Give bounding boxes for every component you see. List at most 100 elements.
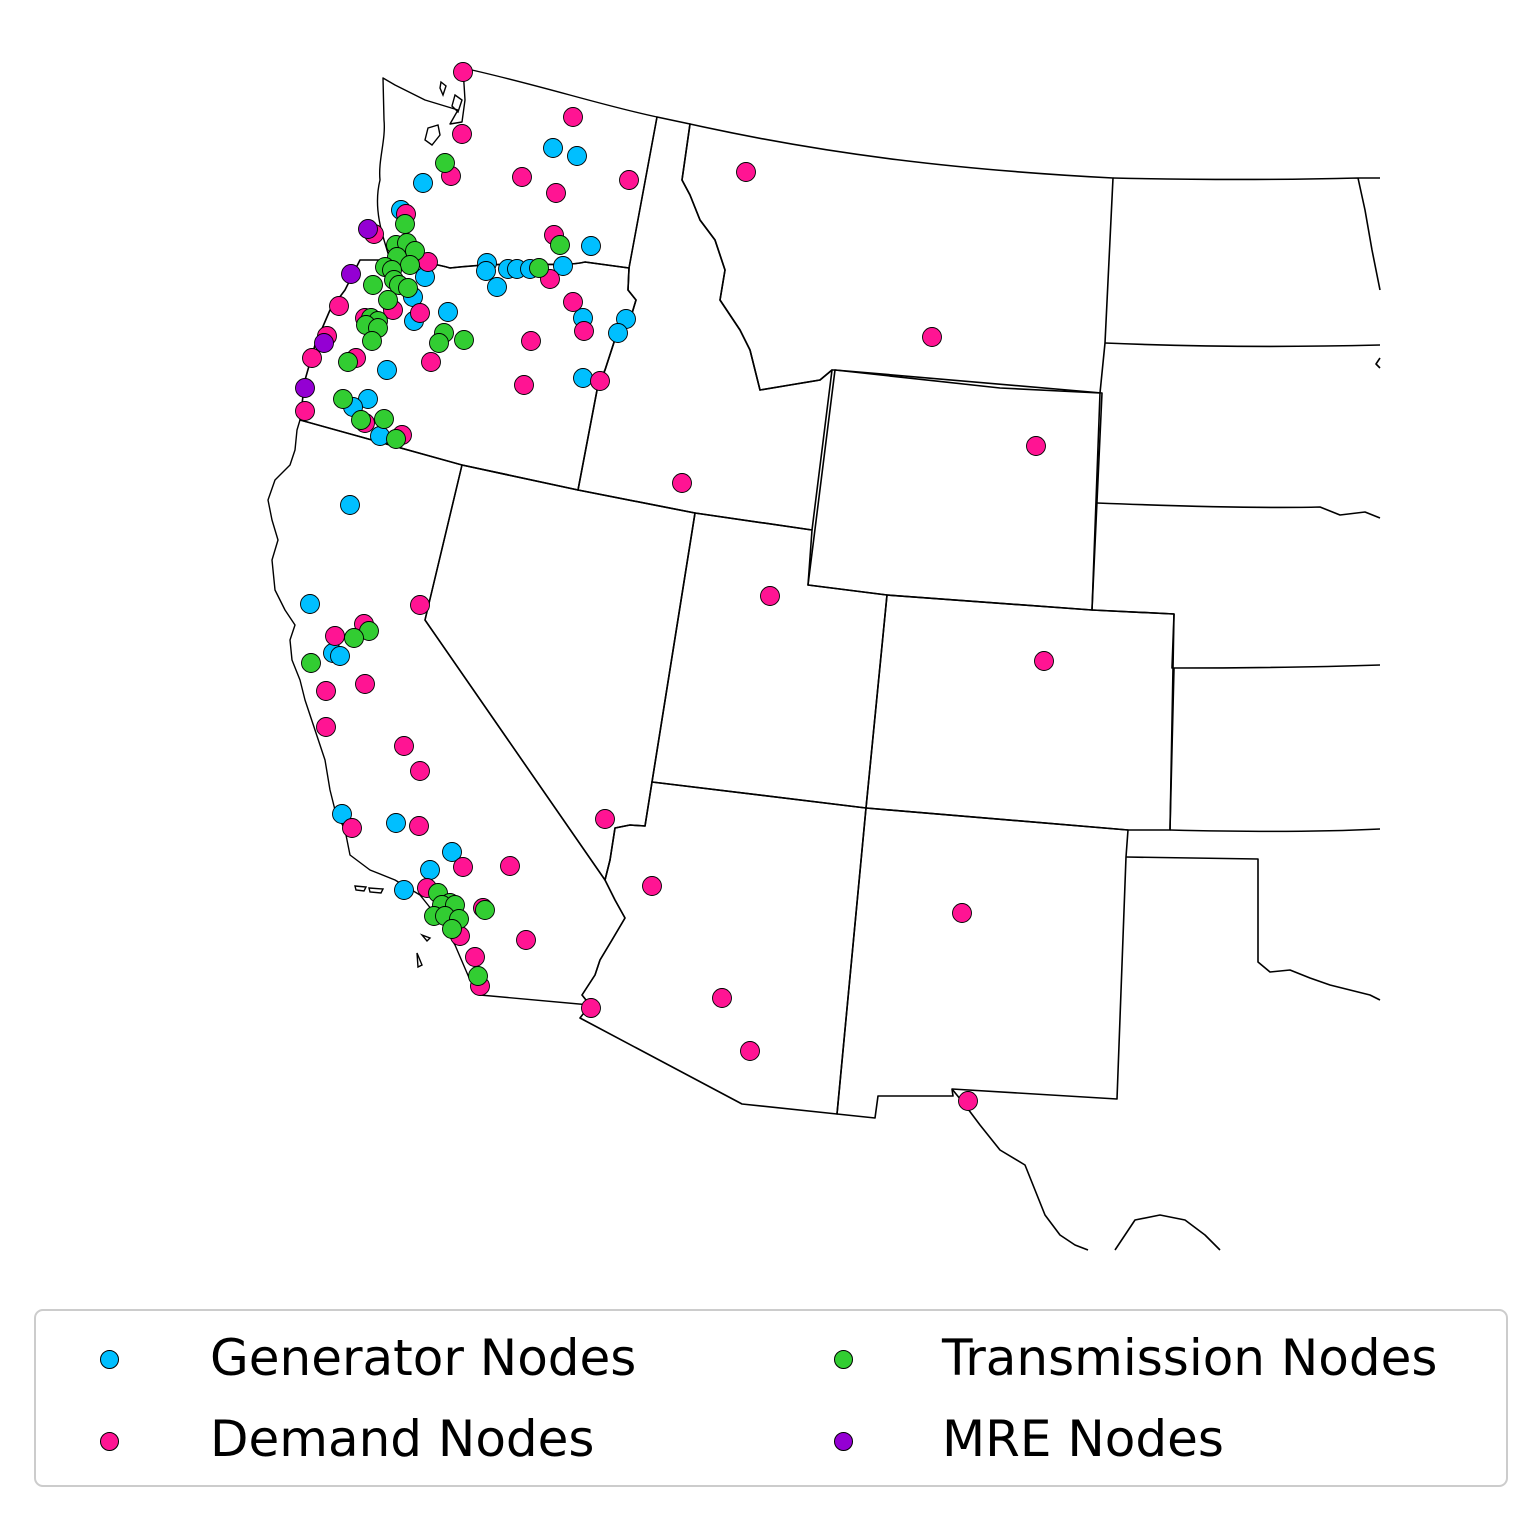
demand-node: [619, 170, 639, 190]
demand-node: [410, 303, 430, 323]
transmission-node: [363, 275, 383, 295]
demand-node: [760, 586, 780, 606]
demand-node: [452, 124, 472, 144]
demand-node: [329, 296, 349, 316]
generator-node: [573, 368, 593, 388]
demand-node: [500, 856, 520, 876]
transmission-node: [351, 410, 371, 430]
new-mexico-border: [836, 807, 1129, 1119]
puget-island: [451, 93, 463, 114]
demand-node: [316, 681, 336, 701]
transmission-node: [475, 900, 495, 920]
generator-node: [438, 302, 458, 322]
transmission-node: [338, 352, 358, 372]
legend-label-transmission: Transmission Nodes: [942, 1329, 1438, 1387]
demand-node: [736, 162, 756, 182]
demand-node: [302, 348, 322, 368]
demand-node: [325, 626, 345, 646]
demand-node: [453, 62, 473, 82]
puget-island: [439, 80, 447, 97]
nevada-border: [424, 464, 696, 881]
demand-node: [712, 988, 732, 1008]
demand-node: [595, 809, 615, 829]
transmission-node: [435, 153, 455, 173]
generator-node: [476, 261, 496, 281]
generator-node: [394, 880, 414, 900]
generator-node: [442, 842, 462, 862]
legend-label-generator: Generator Nodes: [210, 1329, 637, 1387]
transmission-node: [395, 214, 415, 234]
demand-node: [521, 331, 541, 351]
demand-node: [394, 736, 414, 756]
demand-node: [581, 998, 601, 1018]
demand-node: [952, 903, 972, 923]
demand-node: [410, 761, 430, 781]
oklahoma-texas-border: [1125, 856, 1381, 1001]
nodes-layer: [295, 62, 1054, 1111]
channel-island: [416, 952, 423, 969]
generator-node: [386, 813, 406, 833]
transmission-node: [442, 919, 462, 939]
generator-node: [332, 804, 352, 824]
mre-marker-icon: [834, 1432, 853, 1451]
generator-node: [300, 594, 320, 614]
mre-node: [341, 264, 361, 284]
legend-label-mre: MRE Nodes: [942, 1410, 1224, 1468]
south-dakota-border: [1091, 357, 1381, 611]
transmission-node: [550, 235, 570, 255]
texas-mexico-border: [951, 1088, 1221, 1251]
demand-node: [563, 292, 583, 312]
generator-node: [377, 360, 397, 380]
demand-node: [355, 674, 375, 694]
transmission-node: [362, 331, 382, 351]
demand-node: [1026, 436, 1046, 456]
arizona-border: [579, 781, 867, 1115]
transmission-marker-icon: [834, 1350, 853, 1369]
channel-island: [368, 887, 385, 894]
generator-marker-icon: [100, 1350, 119, 1369]
demand-node: [642, 876, 662, 896]
mre-node: [358, 219, 378, 239]
generator-node: [340, 495, 360, 515]
nebraska-border: [1091, 609, 1381, 831]
colorado-border: [865, 594, 1175, 831]
transmission-node: [378, 290, 398, 310]
demand-node: [342, 818, 362, 838]
legend-label-demand: Demand Nodes: [210, 1410, 595, 1468]
transmission-node: [333, 389, 353, 409]
demand-node: [958, 1091, 978, 1111]
puget-island: [424, 124, 441, 146]
demand-node: [512, 167, 532, 187]
demand-node: [546, 183, 566, 203]
transmission-node: [454, 330, 474, 350]
washington-border: [376, 67, 658, 269]
transmission-node: [301, 653, 321, 673]
north-dakota-border: [1104, 177, 1381, 348]
demand-marker-icon: [100, 1432, 119, 1451]
mre-node: [295, 378, 315, 398]
generator-node: [487, 277, 507, 297]
generator-node: [608, 323, 628, 343]
channel-island: [354, 885, 368, 892]
demand-node: [1034, 651, 1054, 671]
demand-node: [563, 107, 583, 127]
demand-node: [922, 327, 942, 347]
demand-node: [453, 857, 473, 877]
demand-node: [672, 473, 692, 493]
kansas-border: [1169, 828, 1381, 833]
generator-node: [420, 860, 440, 880]
demand-node: [410, 595, 430, 615]
utah-border: [651, 512, 888, 809]
transmission-node: [429, 333, 449, 353]
legend: Generator Nodes Transmission Nodes Deman…: [34, 1309, 1508, 1487]
wyoming-border: [807, 369, 1103, 611]
generator-node: [581, 236, 601, 256]
transmission-node: [374, 409, 394, 429]
transmission-node: [344, 628, 364, 648]
transmission-node: [398, 278, 418, 298]
generator-node: [553, 256, 573, 276]
transmission-node: [529, 258, 549, 278]
demand-node: [740, 1041, 760, 1061]
transmission-node: [468, 966, 488, 986]
state-borders: [267, 67, 1381, 1251]
